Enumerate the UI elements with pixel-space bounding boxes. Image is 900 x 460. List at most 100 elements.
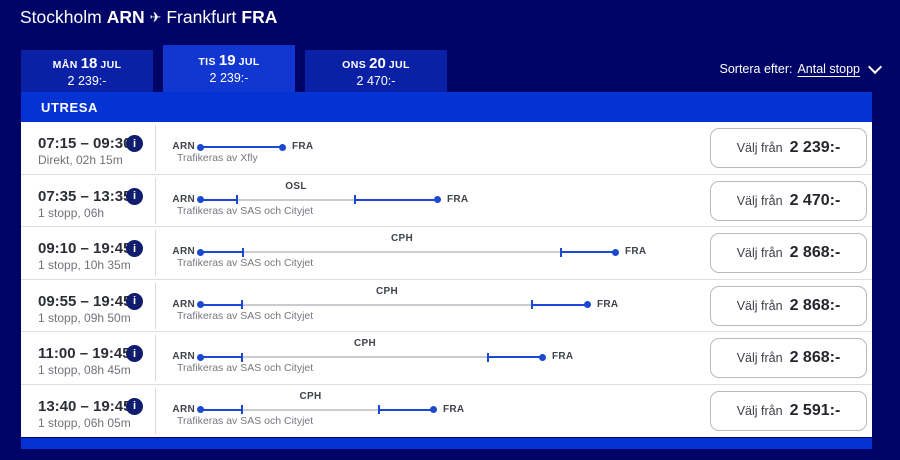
column-divider: [155, 335, 156, 381]
column-divider: [155, 387, 156, 434]
flight-stops-duration: 1 stopp, 10h 35m: [38, 258, 131, 272]
column-divider: [155, 125, 156, 171]
origin-code: ARN: [106, 7, 145, 27]
route-tick: [531, 300, 533, 309]
flight-row: 07:15 – 09:30 Direkt, 02h 15m i ARN FRA …: [21, 122, 872, 175]
sort-label: Sortera efter:: [719, 62, 793, 76]
select-price-button[interactable]: Välj från 2 868:-: [710, 338, 867, 378]
info-icon[interactable]: i: [126, 240, 143, 257]
route-track: [197, 405, 437, 414]
route-destination-dot: [279, 143, 286, 151]
date-tabs: MÅN 18 JUL 2 239:- TIS 19 JUL 2 239:- ON…: [21, 45, 447, 92]
route-from-label: ARN: [172, 246, 195, 257]
route-layover-segment: [242, 408, 379, 411]
route-layover-segment: [237, 198, 355, 201]
select-price-button[interactable]: Välj från 2 868:-: [710, 233, 867, 273]
route-flight-segment: [200, 251, 243, 253]
origin-city: Stockholm: [20, 7, 102, 27]
route-flight-segment: [200, 146, 283, 148]
select-price-label: Välj från: [736, 141, 783, 155]
route-flight-segment: [561, 251, 616, 253]
route-tick: [241, 405, 243, 414]
select-price-value: 2 868:-: [789, 244, 841, 261]
flight-times: 09:10 – 19:45: [38, 240, 132, 257]
date-tab[interactable]: ONS 20 JUL 2 470:-: [305, 50, 447, 92]
operator-text: Trafikeras av Xfly: [177, 152, 258, 164]
route-from-label: ARN: [172, 351, 195, 362]
info-icon[interactable]: i: [126, 135, 143, 152]
route-from-label: ARN: [172, 193, 195, 205]
date-tab[interactable]: MÅN 18 JUL 2 239:-: [21, 50, 153, 92]
route-origin-dot: [197, 353, 204, 361]
route-flight-segment: [200, 303, 242, 306]
route-tick: [354, 195, 356, 204]
route-tick: [241, 352, 243, 362]
route-tick: [487, 352, 489, 362]
route-destination-dot: [434, 196, 441, 203]
flight-times: 11:00 – 19:45: [38, 345, 131, 362]
chevron-down-icon: [867, 59, 883, 74]
select-price-label: Välj från: [736, 298, 783, 313]
flight-stops-duration: 1 stopp, 08h 45m: [38, 363, 131, 377]
plane-icon: ✈: [149, 9, 162, 25]
info-icon[interactable]: i: [126, 187, 143, 205]
date-tab-date: MÅN 18 JUL: [52, 54, 122, 72]
route-track: [197, 247, 619, 257]
route-layover-segment: [243, 251, 561, 253]
select-price-label: Välj från: [736, 403, 783, 418]
route-tick: [241, 300, 243, 309]
operator-text: Trafikeras av SAS och Cityjet: [177, 414, 314, 427]
route-stop-label: CPH: [390, 233, 414, 244]
info-icon[interactable]: i: [126, 345, 143, 362]
destination-city: Frankfurt: [166, 7, 237, 27]
route-to-label: FRA: [443, 403, 465, 415]
sort-value[interactable]: Antal stopp: [797, 62, 860, 76]
operator-text: Trafikeras av SAS och Cityjet: [177, 257, 314, 269]
select-price-label: Välj från: [736, 193, 783, 208]
route-origin-dot: [197, 248, 204, 256]
route-destination-dot: [584, 301, 591, 308]
route-destination-dot: [430, 406, 437, 413]
select-price-button[interactable]: Välj från 2 591:-: [710, 390, 867, 431]
flight-row: 09:10 – 19:45 1 stopp, 10h 35m i ARN CPH…: [21, 227, 872, 280]
route-track: [197, 300, 591, 309]
route-flight-segment: [488, 356, 543, 358]
route-track: [197, 143, 286, 151]
date-tab-date: TIS 19 JUL: [198, 52, 260, 69]
select-price-value: 2 239:-: [789, 139, 841, 156]
info-icon[interactable]: i: [126, 397, 143, 415]
route-flight-segment: [532, 303, 588, 306]
route-to-label: FRA: [447, 193, 469, 205]
route-to-label: FRA: [292, 141, 314, 152]
flight-times: 13:40 – 19:45: [38, 397, 132, 415]
info-icon[interactable]: i: [126, 292, 143, 310]
route-to-label: FRA: [625, 246, 647, 257]
sort-control[interactable]: Sortera efter: Antal stopp: [719, 59, 883, 76]
date-tab-price: 2 470:-: [356, 73, 396, 88]
select-price-button[interactable]: Välj från 2 239:-: [710, 128, 867, 168]
page-title: Stockholm ARN ✈ Frankfurt FRA: [20, 7, 277, 28]
results-panel: 07:15 – 09:30 Direkt, 02h 15m i ARN FRA …: [21, 122, 872, 437]
date-tab-date: ONS 20 JUL: [342, 54, 410, 72]
route-origin-dot: [197, 196, 204, 203]
route-track: [197, 195, 441, 204]
operator-text: Trafikeras av SAS och Cityjet: [177, 204, 314, 217]
flight-times: 07:35 – 13:35: [38, 187, 132, 205]
column-divider: [155, 177, 156, 224]
select-price-button[interactable]: Välj från 2 470:-: [710, 180, 867, 221]
section-title: UTRESA: [41, 99, 99, 115]
date-tab[interactable]: TIS 19 JUL 2 239:-: [163, 45, 295, 92]
flight-stops-duration: Direkt, 02h 15m: [38, 153, 123, 167]
route-destination-dot: [612, 248, 619, 256]
select-price-value: 2 868:-: [789, 296, 841, 314]
route-layover-segment: [242, 303, 532, 306]
destination-code: FRA: [241, 7, 278, 27]
flight-row: 09:55 – 19:45 1 stopp, 09h 50m i ARN CPH…: [21, 280, 872, 332]
flight-times: 09:55 – 19:45: [38, 292, 132, 310]
select-price-button[interactable]: Välj från 2 868:-: [710, 285, 867, 326]
section-header-utresa: UTRESA: [21, 92, 872, 122]
select-price-label: Välj från: [736, 351, 783, 365]
date-tab-price: 2 239:-: [209, 71, 249, 85]
next-section-bar: [21, 438, 872, 449]
